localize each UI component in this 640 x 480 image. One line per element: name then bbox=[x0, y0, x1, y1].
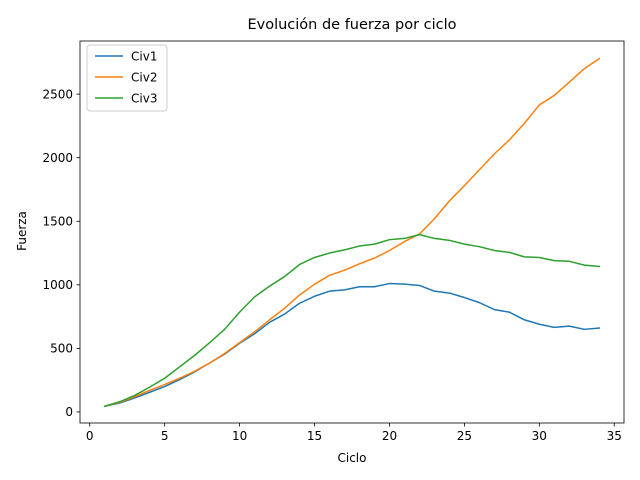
y-tick-label: 1000 bbox=[42, 278, 73, 292]
x-axis-label: Ciclo bbox=[338, 451, 367, 465]
chart-title: Evolución de fuerza por ciclo bbox=[247, 17, 456, 33]
y-tick-label: 2500 bbox=[42, 87, 73, 101]
y-tick-label: 2000 bbox=[42, 151, 73, 165]
x-tick-label: 0 bbox=[86, 429, 94, 443]
plot-background bbox=[80, 41, 624, 423]
x-tick-label: 5 bbox=[161, 429, 169, 443]
legend: Civ1 Civ2 Civ3 bbox=[86, 44, 168, 112]
x-tick-label: 25 bbox=[457, 429, 472, 443]
series-line-civ2 bbox=[103, 57, 601, 408]
series-line-civ1 bbox=[103, 282, 601, 408]
legend-label-civ2: Civ2 bbox=[131, 70, 157, 84]
series-line-civ3 bbox=[103, 233, 601, 408]
plot-area bbox=[80, 41, 624, 423]
legend-label-civ3: Civ3 bbox=[131, 91, 157, 105]
axes-frame bbox=[79, 40, 625, 424]
y-tick-label: 500 bbox=[50, 342, 73, 356]
y-tick-label: 1500 bbox=[42, 215, 73, 229]
y-tick-label: 0 bbox=[65, 405, 73, 419]
x-tick-label: 30 bbox=[532, 429, 547, 443]
legend-label-civ1: Civ1 bbox=[131, 49, 157, 63]
legend-box bbox=[86, 44, 168, 112]
x-tick-label: 15 bbox=[307, 429, 322, 443]
axes-layer: 0 5 10 15 20 25 30 35 0 500 1000 1500 2000 2500 bbox=[42, 40, 625, 443]
x-tick-label: 10 bbox=[232, 429, 247, 443]
x-tick-label: 20 bbox=[382, 429, 397, 443]
series-layer bbox=[103, 57, 601, 408]
y-axis-label: Fuerza bbox=[15, 211, 29, 251]
x-tick-label: 35 bbox=[607, 429, 622, 443]
